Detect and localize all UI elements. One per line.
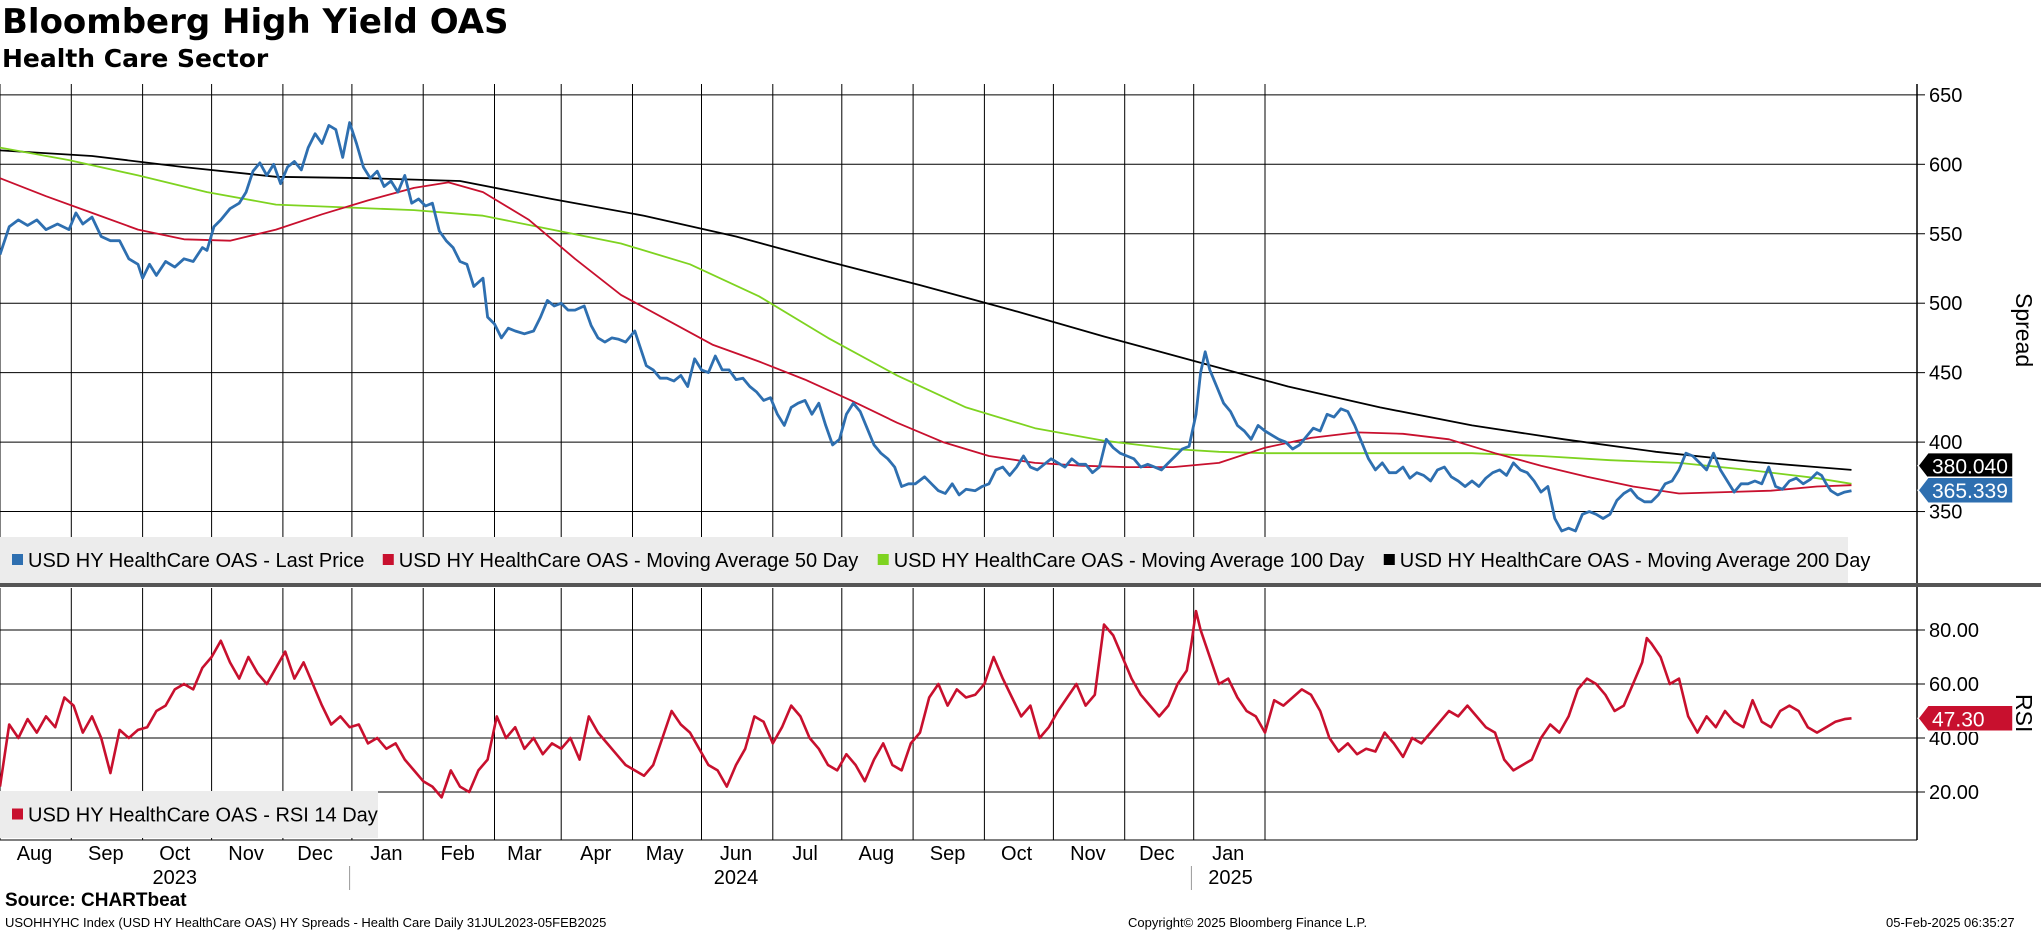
chart-subtitle: Health Care Sector — [2, 44, 269, 73]
spread-series-group — [0, 121, 1852, 533]
spread-legend-label-3[interactable]: USD HY HealthCare OAS - Moving Average 2… — [1400, 550, 1871, 572]
year-tick-label: 2023 — [153, 867, 198, 889]
rsi-legend-swatch-0 — [12, 808, 23, 820]
month-tick-label: Apr — [580, 843, 611, 865]
spread-tick-label: 600 — [1929, 154, 1962, 176]
spread-legend-label-2[interactable]: USD HY HealthCare OAS - Moving Average 1… — [894, 550, 1365, 572]
source-note: Source: CHARTbeat — [5, 890, 187, 911]
chart-title: Bloomberg High Yield OAS — [2, 2, 509, 42]
spread-axis-label: Spread — [2011, 293, 2037, 367]
spread-series-line-0 — [0, 121, 1852, 533]
rsi-legend-box — [0, 791, 378, 838]
month-tick-label: Dec — [297, 843, 333, 865]
spread-series-line-2 — [0, 146, 1852, 485]
spread-series-line-1 — [0, 177, 1852, 495]
month-tick-label: Oct — [159, 843, 191, 865]
copyright-note: Copyright© 2025 Bloomberg Finance L.P. — [1128, 915, 1368, 930]
last-price-value-flag-label: 365.339 — [1932, 480, 2008, 503]
month-tick-label: Jul — [792, 843, 818, 865]
spread-legend-swatch-1 — [382, 554, 394, 565]
rsi-series-line-0 — [0, 609, 1852, 799]
spread-gridlines — [0, 84, 1917, 583]
month-tick-label: Nov — [1070, 843, 1106, 865]
spread-tick-label: 400 — [1929, 432, 1962, 454]
index-description: USOHHYHC Index (USD HY HealthCare OAS) H… — [5, 915, 607, 930]
month-tick-label: Aug — [859, 843, 895, 865]
rsi-value-flag-label: 47.30 — [1932, 708, 1985, 731]
month-tick-label: Mar — [507, 843, 542, 865]
spread-tick-label: 500 — [1929, 293, 1962, 315]
ma200-value-flag — [1917, 451, 2014, 480]
rsi-legend-label-0[interactable]: USD HY HealthCare OAS - RSI 14 Day — [28, 805, 378, 827]
spread-series-line-3 — [0, 149, 1852, 471]
rsi-value-flag — [1917, 704, 2014, 733]
month-tick-label: Feb — [440, 843, 474, 865]
spread-tick-label: 650 — [1929, 85, 1962, 107]
spread-legend-label-1[interactable]: USD HY HealthCare OAS - Moving Average 5… — [399, 550, 858, 572]
rsi-tick-label: 40.00 — [1929, 728, 1979, 750]
timestamp: 05-Feb-2025 06:35:27 — [1886, 915, 2015, 930]
month-tick-label: Jan — [370, 843, 402, 865]
month-tick-label: Jan — [1212, 843, 1244, 865]
spread-tick-label: 450 — [1929, 363, 1962, 385]
rsi-series-group — [0, 609, 1852, 799]
spread-axis-ticks: 350 400 450 500 550 600 650 — [1917, 85, 1962, 524]
spread-legend-swatch-3 — [1383, 554, 1395, 565]
ma200-value-flag-label: 380.040 — [1932, 456, 2008, 479]
spread-legend-swatch-0 — [12, 554, 23, 565]
spread-legend[interactable]: USD HY HealthCare OAS - Last Price USD HY… — [0, 537, 1870, 583]
month-tick-label: May — [646, 843, 684, 865]
spread-legend-swatch-2 — [877, 554, 889, 565]
month-tick-label: Nov — [228, 843, 264, 865]
spread-tick-label: 350 — [1929, 502, 1962, 524]
month-tick-label: Jun — [720, 843, 752, 865]
spread-legend-label-0[interactable]: USD HY HealthCare OAS - Last Price — [28, 550, 364, 572]
year-tick-label: 2024 — [714, 867, 759, 889]
rsi-tick-label: 60.00 — [1929, 674, 1979, 696]
month-tick-label: Oct — [1001, 843, 1033, 865]
month-tick-label: Sep — [930, 843, 966, 865]
month-tick-label: Dec — [1139, 843, 1175, 865]
month-tick-label: Aug — [17, 843, 53, 865]
time-axis: Aug Sep Oct Nov Dec Jan Feb Mar Apr May Jun Jul Aug S… — [17, 843, 1253, 890]
rsi-tick-label: 80.00 — [1929, 620, 1979, 642]
last-price-value-flag — [1917, 476, 2014, 504]
year-tick-label: 2025 — [1208, 867, 1253, 889]
axis-frame — [0, 84, 2041, 841]
rsi-axis-ticks: 20.00 40.00 60.00 80.00 — [1917, 620, 1979, 804]
spread-legend-box — [0, 537, 1848, 583]
rsi-tick-label: 20.00 — [1929, 782, 1979, 804]
month-tick-label: Sep — [88, 843, 124, 865]
rsi-legend[interactable]: USD HY HealthCare OAS - RSI 14 Day — [0, 791, 378, 838]
spread-tick-label: 550 — [1929, 224, 1962, 246]
rsi-axis-label: RSI — [2011, 694, 2037, 732]
